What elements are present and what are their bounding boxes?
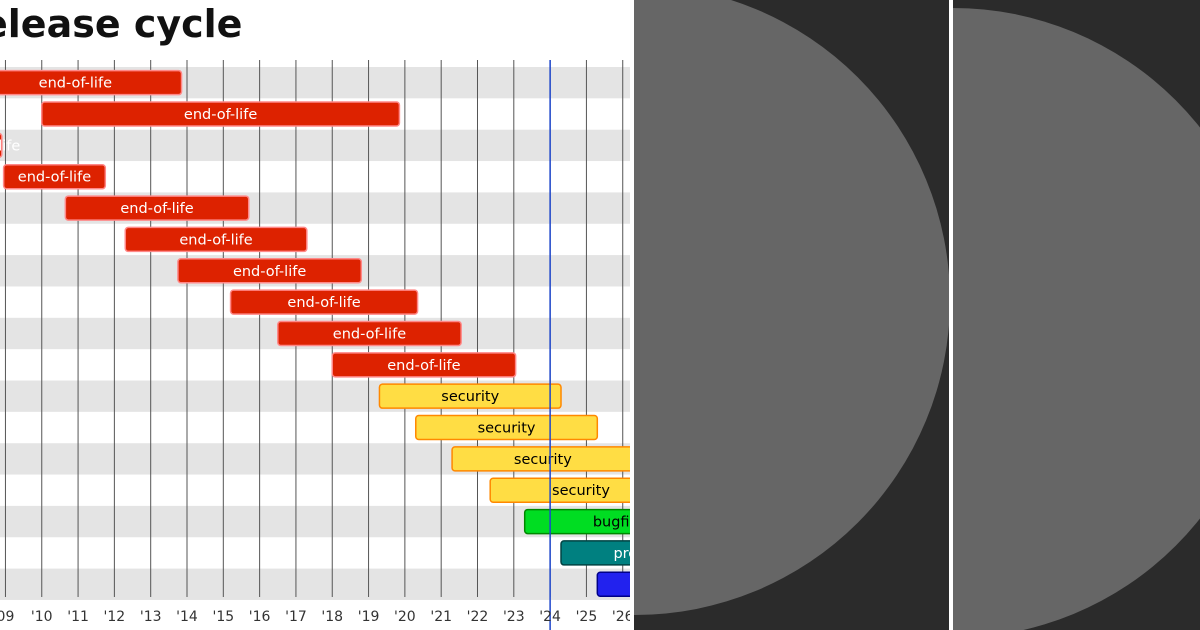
bar-label: end-of-life	[387, 358, 460, 374]
decorative-half-circle	[634, 0, 949, 615]
x-tick-label: '19	[358, 609, 380, 625]
x-tick-label: '22	[467, 609, 489, 625]
x-tick-label: '25	[576, 609, 598, 625]
bar-end-of-life	[124, 226, 308, 253]
x-tick-label: '17	[285, 609, 307, 625]
decorative-panel-2	[953, 0, 1200, 630]
x-tick-label: '24	[539, 609, 561, 625]
bar-security	[378, 383, 562, 409]
x-tick-label: '15	[212, 609, 234, 625]
bar-end-of-life	[177, 258, 363, 284]
bar-label: end-of-life	[333, 326, 406, 342]
bar-label: end-of-life	[120, 201, 193, 217]
bar-security	[451, 446, 630, 472]
bar-end-of-life	[2, 163, 107, 190]
chart-title: elease cycle	[0, 2, 243, 46]
x-tick-label: '11	[67, 609, 89, 625]
x-tick-label: '13	[140, 609, 162, 625]
x-tick-label: '26	[612, 609, 630, 625]
bar-label: end-of-life	[233, 264, 306, 280]
bar-bugfix	[523, 508, 630, 535]
bar-label: end-of-life	[39, 76, 112, 92]
bar-label: security	[478, 421, 536, 437]
bar-label: end-of-life	[184, 107, 257, 123]
bar-label: end-of-life	[18, 170, 91, 186]
x-tick-label: '12	[104, 609, 126, 625]
x-tick-label: '18	[321, 609, 343, 625]
x-tick-label: '21	[430, 609, 452, 625]
bar-label: bugfix	[593, 515, 630, 531]
bar-feature	[596, 571, 630, 598]
bar-label: prerelease	[613, 546, 630, 562]
bar-end-of-life	[0, 132, 3, 158]
bar-label: end-of-life	[287, 295, 360, 311]
bar-security	[489, 477, 630, 503]
bar-label: end-of-life	[179, 232, 252, 248]
x-tick-label: 09	[0, 609, 14, 625]
x-tick-label: '23	[503, 609, 525, 625]
bar-end-of-life	[64, 195, 250, 221]
row-band	[0, 568, 630, 600]
row-band	[0, 129, 630, 162]
bar-end-of-life	[0, 69, 183, 96]
chart-panel: end-of-life end-of-life end-of-life end-of-…	[0, 0, 630, 630]
bar-label: security	[441, 389, 499, 405]
bar-prerelease	[560, 540, 630, 566]
panel-divider	[949, 0, 953, 630]
bar-security	[415, 414, 599, 441]
bar-end-of-life	[277, 320, 462, 347]
bar-label: security	[514, 452, 572, 468]
x-tick-label: '16	[249, 609, 271, 625]
bar-end-of-life	[331, 352, 517, 378]
decorative-half-circle	[953, 8, 1200, 630]
bar-end-of-life	[41, 101, 401, 127]
decorative-panel-1	[634, 0, 949, 630]
bar-label: end-of-life	[0, 138, 20, 154]
panel-divider	[630, 0, 634, 630]
bar-label: security	[552, 483, 610, 499]
bar-end-of-life	[229, 289, 419, 315]
x-tick-label: '14	[176, 609, 198, 625]
x-tick-label: '10	[31, 609, 53, 625]
gantt-chart: end-of-life end-of-life end-of-life end-of-…	[0, 60, 630, 630]
x-tick-label: '20	[394, 609, 416, 625]
